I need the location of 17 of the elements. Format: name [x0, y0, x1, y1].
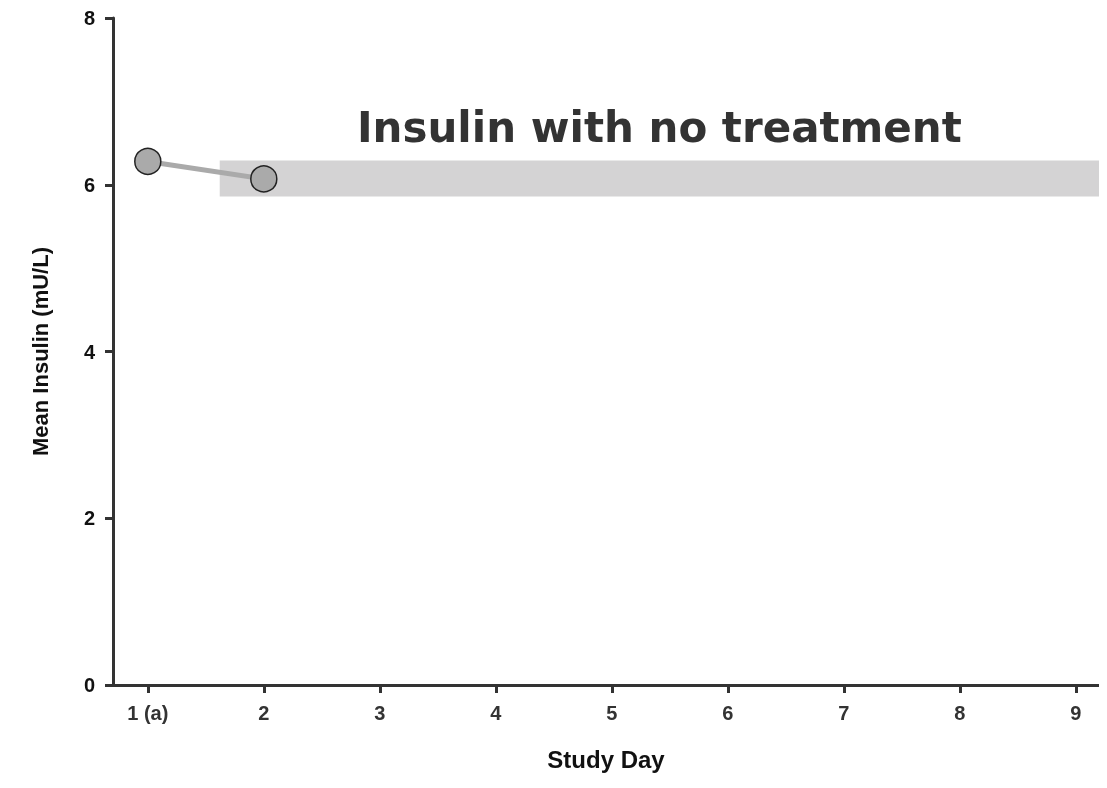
x-tick-label: 6: [722, 702, 734, 724]
x-tick-label: 4: [490, 702, 503, 724]
y-tick-label: 4: [83, 340, 96, 363]
y-tick-label: 6: [83, 173, 95, 196]
y-axis-title: Mean Insulin (mU/L): [27, 247, 53, 456]
y-tick-label: 0: [83, 674, 95, 696]
x-axis-title: Study Day: [547, 745, 666, 773]
x-tick-label: 1 (a): [127, 702, 169, 724]
y-tick-label: 8: [83, 7, 95, 29]
x-tick-label: 2: [258, 702, 270, 724]
x-tick-label: 5: [606, 702, 618, 724]
x-tick-label: 7: [838, 702, 850, 724]
y-tick-label: 2: [83, 507, 95, 530]
x-tick-label: 3: [374, 702, 386, 724]
band-label: Insulin with no treatment: [356, 103, 962, 153]
x-tick-label: 8: [954, 702, 966, 724]
x-tick-label: 9: [1070, 702, 1082, 724]
